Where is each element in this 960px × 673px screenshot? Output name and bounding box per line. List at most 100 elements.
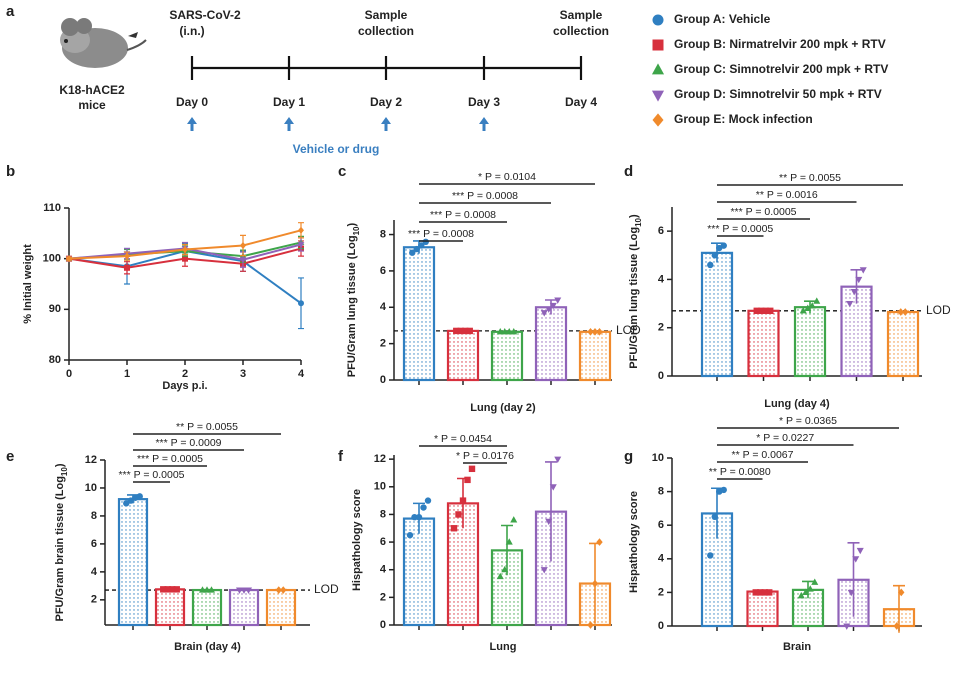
data-point xyxy=(240,587,248,594)
data-point xyxy=(813,297,821,304)
data-point xyxy=(198,586,207,593)
y-tick-label: 2 xyxy=(91,594,97,606)
data-point xyxy=(66,255,72,263)
y-axis-label-part: ) xyxy=(346,222,358,226)
bar xyxy=(446,329,480,382)
y-tick-label: 6 xyxy=(380,536,386,548)
error-bar xyxy=(711,487,723,539)
data-point xyxy=(203,586,211,593)
y-tick-label: 12 xyxy=(85,454,97,466)
legend-label: Group D: Simnotrelvir 50 mpk + RTV xyxy=(674,87,882,101)
y-axis-label-part: 10 xyxy=(634,217,643,226)
dose-arrows xyxy=(187,117,489,131)
data-point xyxy=(169,586,176,593)
data-point xyxy=(510,327,518,335)
data-point xyxy=(811,578,819,585)
x-axis-label: Lung (day 2) xyxy=(470,402,536,414)
data-point xyxy=(459,497,467,504)
data-point xyxy=(124,252,130,260)
panel-label: d xyxy=(624,163,633,180)
y-axis-label: Hispathology score xyxy=(351,489,363,591)
y-axis-label: % Initial weight xyxy=(22,244,34,324)
bar xyxy=(402,246,436,382)
data-point xyxy=(466,327,473,335)
significance-label: ** P = 0.0055 xyxy=(176,421,238,433)
significance-label: *** P = 0.0005 xyxy=(137,453,203,465)
data-point xyxy=(856,547,864,555)
data-point xyxy=(847,589,855,597)
bar xyxy=(700,251,734,378)
x-axis-label: Brain xyxy=(783,641,811,653)
legend-marker xyxy=(652,14,664,26)
y-tick-label: 2 xyxy=(658,322,664,334)
y-tick-label: 6 xyxy=(658,519,664,531)
y-tick-label: 10 xyxy=(85,482,97,494)
data-point xyxy=(207,586,216,593)
y-tick-label: 90 xyxy=(49,303,61,315)
data-point xyxy=(462,327,469,335)
day-label: Day 0 xyxy=(176,95,208,109)
data-point xyxy=(591,579,599,588)
timeline-axis xyxy=(190,56,583,80)
data-point xyxy=(846,301,854,308)
data-point xyxy=(711,513,718,520)
bar xyxy=(228,588,260,627)
data-point xyxy=(496,572,504,580)
data-point xyxy=(893,622,900,630)
y-axis-label-part: PFU/Gram lung tissue (Log xyxy=(628,227,640,369)
x-tick-label: 3 xyxy=(240,368,246,380)
data-point xyxy=(587,621,594,629)
y-tick-label: 8 xyxy=(658,486,664,498)
error-bar xyxy=(850,268,863,304)
significance-label: * P = 0.0104 xyxy=(478,171,536,183)
event-label: (i.n.) xyxy=(179,24,204,38)
treatment-label: Vehicle or drug xyxy=(293,142,380,156)
bar xyxy=(886,310,920,378)
lod-label: LOD xyxy=(616,323,641,337)
error-bar xyxy=(501,524,513,576)
y-tick-label: 12 xyxy=(374,453,386,465)
significance-label: ** P = 0.0080 xyxy=(709,466,771,478)
panel-label: a xyxy=(6,3,15,20)
data-point xyxy=(720,242,727,249)
data-point xyxy=(275,586,282,594)
data-point xyxy=(540,567,548,574)
y-tick-label: 10 xyxy=(374,481,386,493)
data-point xyxy=(804,304,812,311)
data-point xyxy=(587,327,594,336)
panel-label: g xyxy=(624,448,633,465)
data-point xyxy=(124,264,130,271)
legend-marker xyxy=(652,39,664,51)
bar xyxy=(490,330,524,382)
y-tick-label: 2 xyxy=(658,586,664,598)
bar xyxy=(534,306,568,382)
x-tick-label: 2 xyxy=(182,368,188,380)
data-point xyxy=(761,589,768,596)
x-tick-label: 1 xyxy=(124,368,130,380)
data-point xyxy=(510,516,518,523)
day-label: Day 1 xyxy=(273,95,305,109)
data-point xyxy=(902,308,909,316)
legend-label: Group C: Simnotrelvir 200 mpk + RTV xyxy=(674,62,888,76)
data-point xyxy=(457,327,464,335)
legend-label: Group A: Vehicle xyxy=(674,12,771,26)
significance-label: *** P = 0.0008 xyxy=(452,190,518,202)
y-tick-label: 8 xyxy=(380,508,386,520)
bar xyxy=(490,549,524,627)
data-point xyxy=(843,623,851,630)
panel-label: e xyxy=(6,448,14,465)
legend-label: Group E: Mock infection xyxy=(674,112,813,126)
y-axis-label-part: PFU/Gram lung tissue (Log xyxy=(346,235,358,377)
significance-label: *** P = 0.0005 xyxy=(118,469,184,481)
data-point xyxy=(239,257,247,264)
data-point xyxy=(545,518,553,526)
day-label: Day 2 xyxy=(370,95,402,109)
x-tick-label: 4 xyxy=(298,368,305,380)
bar xyxy=(578,330,612,382)
data-point xyxy=(850,288,858,296)
data-point xyxy=(464,476,471,484)
data-point xyxy=(757,589,764,596)
y-tick-label: 6 xyxy=(658,225,664,237)
data-point xyxy=(505,327,513,335)
data-point xyxy=(413,245,420,253)
